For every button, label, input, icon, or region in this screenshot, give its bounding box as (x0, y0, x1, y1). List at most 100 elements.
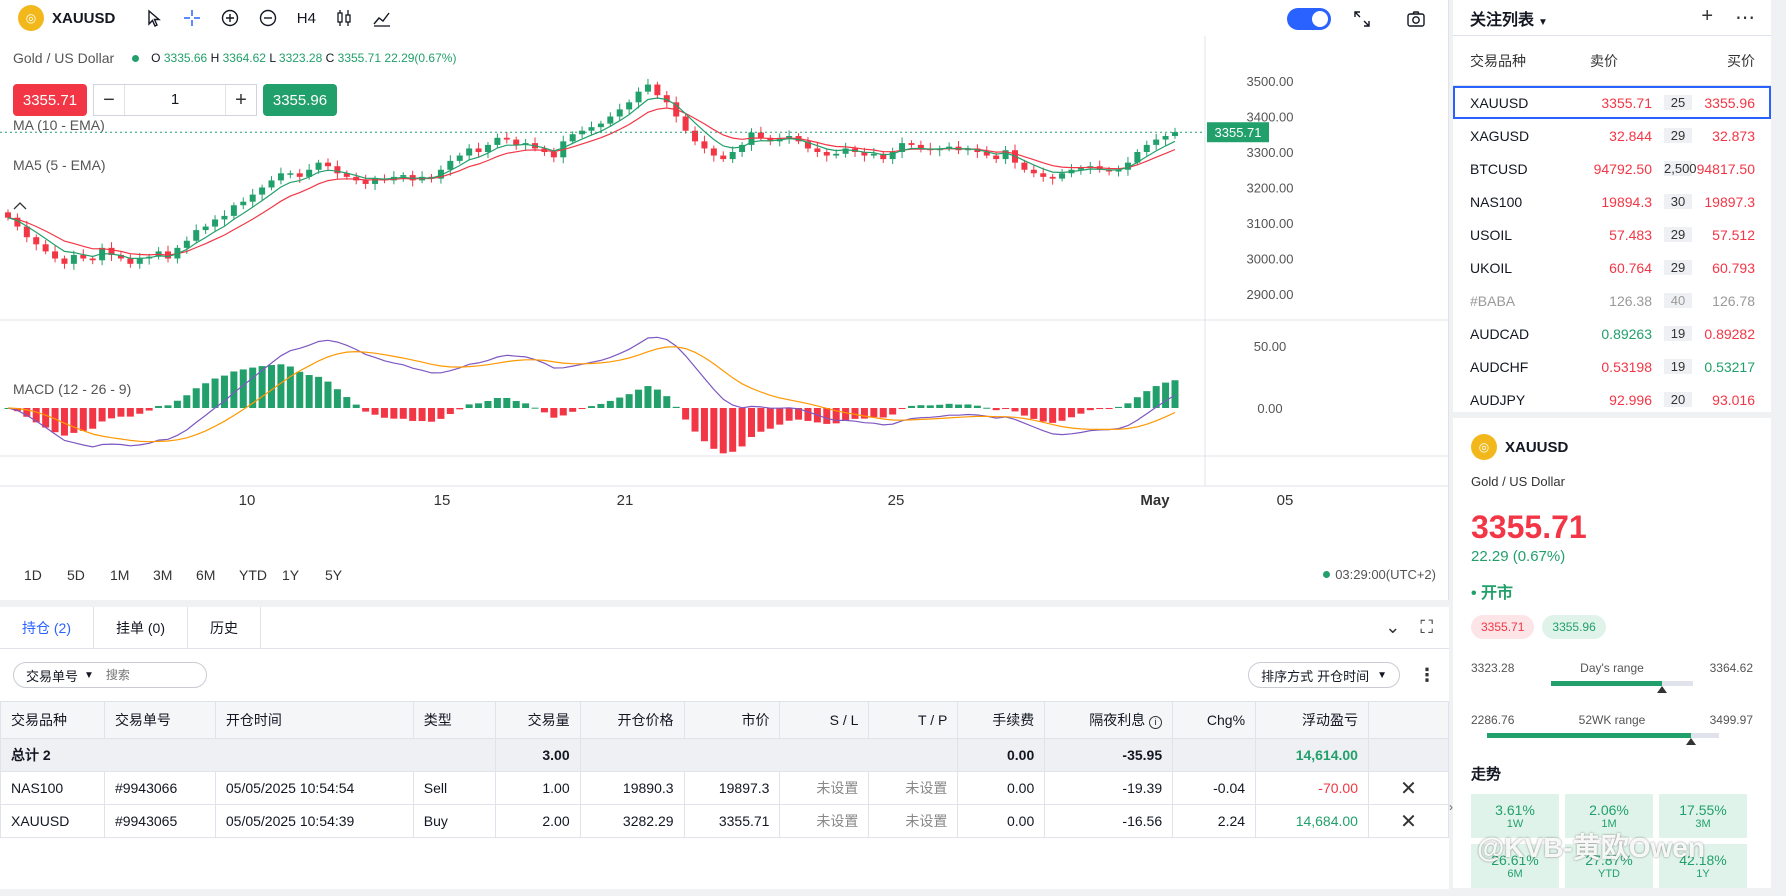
collapse-icon[interactable]: ⌄ (1385, 617, 1401, 637)
col-open-time[interactable]: 开仓时间 (214, 701, 414, 739)
candle-body (212, 219, 219, 227)
crosshair-icon[interactable] (177, 3, 207, 33)
cursor-icon[interactable] (139, 3, 169, 33)
list-item[interactable]: AUDCHF 0.53198 19 0.53217 (1470, 358, 1755, 375)
col-sl[interactable]: S / L (779, 701, 870, 739)
tab-positions[interactable]: 持仓 (2) (0, 607, 94, 648)
col-type[interactable]: 类型 (412, 701, 496, 739)
row-ticket: #9943065 (103, 804, 216, 838)
col-market[interactable]: 市价 (683, 701, 781, 739)
macd-histogram-bar (926, 405, 934, 408)
list-item[interactable]: NAS100 19894.3 30 19897.3 (1470, 193, 1755, 210)
add-icon[interactable]: + (1701, 5, 1713, 27)
row-volume: 2.00 (494, 804, 581, 838)
macd-histogram-bar (804, 408, 812, 421)
filter-field-label[interactable]: 交易单号 (26, 668, 79, 684)
col-fee[interactable]: 手续费 (957, 701, 1046, 739)
quantity-input[interactable]: 1 (124, 85, 226, 115)
col-tp[interactable]: T / P (868, 701, 959, 739)
col-open-price[interactable]: 开仓价格 (579, 701, 685, 739)
buy-button[interactable]: 3355.96 (263, 84, 337, 116)
candle-body (579, 130, 586, 135)
day-range-marker (1656, 686, 1667, 693)
camera-icon[interactable] (1401, 4, 1431, 34)
list-item[interactable]: USOIL 57.483 29 57.512 (1470, 226, 1755, 243)
tf-ytd[interactable]: YTD (239, 567, 267, 583)
macd-histogram-bar (42, 408, 50, 428)
candle-body (1115, 169, 1122, 172)
total-volume: 3.00 (494, 738, 581, 772)
caret-down-icon[interactable]: ▼ (84, 669, 94, 681)
macd-histogram-bar (1049, 408, 1057, 423)
price-chart[interactable]: 3500.00 3400.00 3300.00 3200.00 3100.00 3000.… (0, 36, 1449, 556)
macd-histogram-bar (1011, 408, 1019, 412)
col-chg[interactable]: Chg% (1172, 701, 1257, 739)
tf-6m[interactable]: 6M (196, 567, 216, 583)
row-sl[interactable]: 未设置 (779, 804, 870, 838)
macd-histogram-bar (992, 408, 1000, 411)
chevron-right-icon[interactable]: › (1449, 800, 1453, 814)
col-swap[interactable]: 隔夜利息 i (1044, 701, 1174, 739)
table-row[interactable]: NAS100 #9943066 05/05/2025 10:54:54 Sell… (0, 771, 1450, 805)
candle-body (729, 152, 736, 160)
detail-sell-pill[interactable]: 3355.71 (1471, 615, 1535, 639)
expand-icon[interactable]: ⛶ (1420, 617, 1433, 637)
row-sl[interactable]: 未设置 (779, 771, 870, 805)
detail-buy-pill[interactable]: 3355.96 (1542, 615, 1606, 639)
fullscreen-icon[interactable] (1347, 4, 1377, 34)
list-item[interactable]: BTCUSD 94792.50 2,500 94817.50 (1470, 160, 1755, 177)
row-tp[interactable]: 未设置 (868, 771, 959, 805)
col-symbol[interactable]: 交易品种 (0, 701, 105, 739)
list-item[interactable]: #BABA 126.38 40 126.78 (1470, 292, 1755, 309)
zoom-in-icon[interactable] (215, 3, 245, 33)
tf-3m[interactable]: 3M (153, 567, 173, 583)
close-position-icon[interactable]: ✕ (1367, 804, 1450, 838)
candles-icon[interactable] (329, 3, 359, 33)
table-row[interactable]: XAUUSD #9943065 05/05/2025 10:54:39 Buy … (0, 804, 1450, 838)
search-input[interactable] (105, 668, 196, 682)
col-pl[interactable]: 浮动盈亏 (1255, 701, 1369, 739)
tab-pending[interactable]: 挂单 (0) (94, 607, 188, 648)
info-icon[interactable]: i (1149, 716, 1163, 729)
more-options-icon[interactable]: ⋮ (1418, 664, 1436, 685)
tf-5d[interactable]: 5D (67, 567, 85, 583)
list-item[interactable]: XAGUSD 32.844 29 32.873 (1470, 127, 1755, 144)
qty-plus-button[interactable]: + (235, 88, 247, 111)
list-item[interactable]: AUDJPY 92.996 20 93.016 (1470, 391, 1755, 408)
chart-legend: Gold / US Dollar O 3335.66 H 3364.62 L 3… (13, 50, 456, 66)
col-ticket[interactable]: 交易单号 (103, 701, 216, 739)
ma5-label[interactable]: MA5 (5 - EMA) (13, 157, 106, 173)
row-tp[interactable]: 未设置 (868, 804, 959, 838)
macd-histogram-bar (315, 376, 323, 408)
list-item[interactable]: XAUUSD 3355.71 25 3355.96 (1453, 86, 1771, 119)
list-item[interactable]: AUDCAD 0.89263 19 0.89282 (1470, 325, 1755, 342)
indicators-icon[interactable] (367, 3, 397, 33)
candle-body (993, 155, 1000, 160)
tf-1y[interactable]: 1Y (282, 567, 300, 583)
timeframe-button[interactable]: H4 (296, 9, 316, 27)
list-item[interactable]: UKOIL 60.764 29 60.793 (1470, 259, 1755, 276)
tab-history[interactable]: 历史 (188, 607, 261, 648)
macd-histogram-bar (1152, 386, 1160, 408)
macd-label[interactable]: MACD (12 - 26 - 9) (13, 381, 132, 397)
sell-button[interactable]: 3355.71 (13, 84, 87, 116)
macd-histogram-bar (202, 383, 210, 408)
tf-1d[interactable]: 1D (24, 567, 42, 583)
trade-toggle[interactable] (1287, 8, 1331, 30)
qty-minus-button[interactable]: − (103, 88, 115, 111)
candle-body (1124, 162, 1131, 170)
close-position-icon[interactable]: ✕ (1367, 771, 1450, 805)
more-icon[interactable]: ⋯ (1735, 7, 1755, 29)
candle-body (720, 155, 727, 160)
sort-dropdown[interactable]: 排序方式 开仓时间 ▼ (1248, 662, 1400, 688)
candle-body (588, 127, 595, 131)
zoom-out-icon[interactable] (253, 3, 283, 33)
symbol-name[interactable]: XAUUSD (52, 9, 116, 27)
tf-1m[interactable]: 1M (110, 567, 130, 583)
row-time: 05/05/2025 10:54:54 (214, 771, 414, 805)
tf-5y[interactable]: 5Y (325, 567, 343, 583)
watchlist-title[interactable]: 关注列表 ▼ (1470, 11, 1548, 29)
ma10-label[interactable]: MA (10 - EMA) (13, 117, 105, 133)
col-volume[interactable]: 交易量 (494, 701, 581, 739)
symbol-description: Gold / US Dollar (13, 50, 115, 66)
